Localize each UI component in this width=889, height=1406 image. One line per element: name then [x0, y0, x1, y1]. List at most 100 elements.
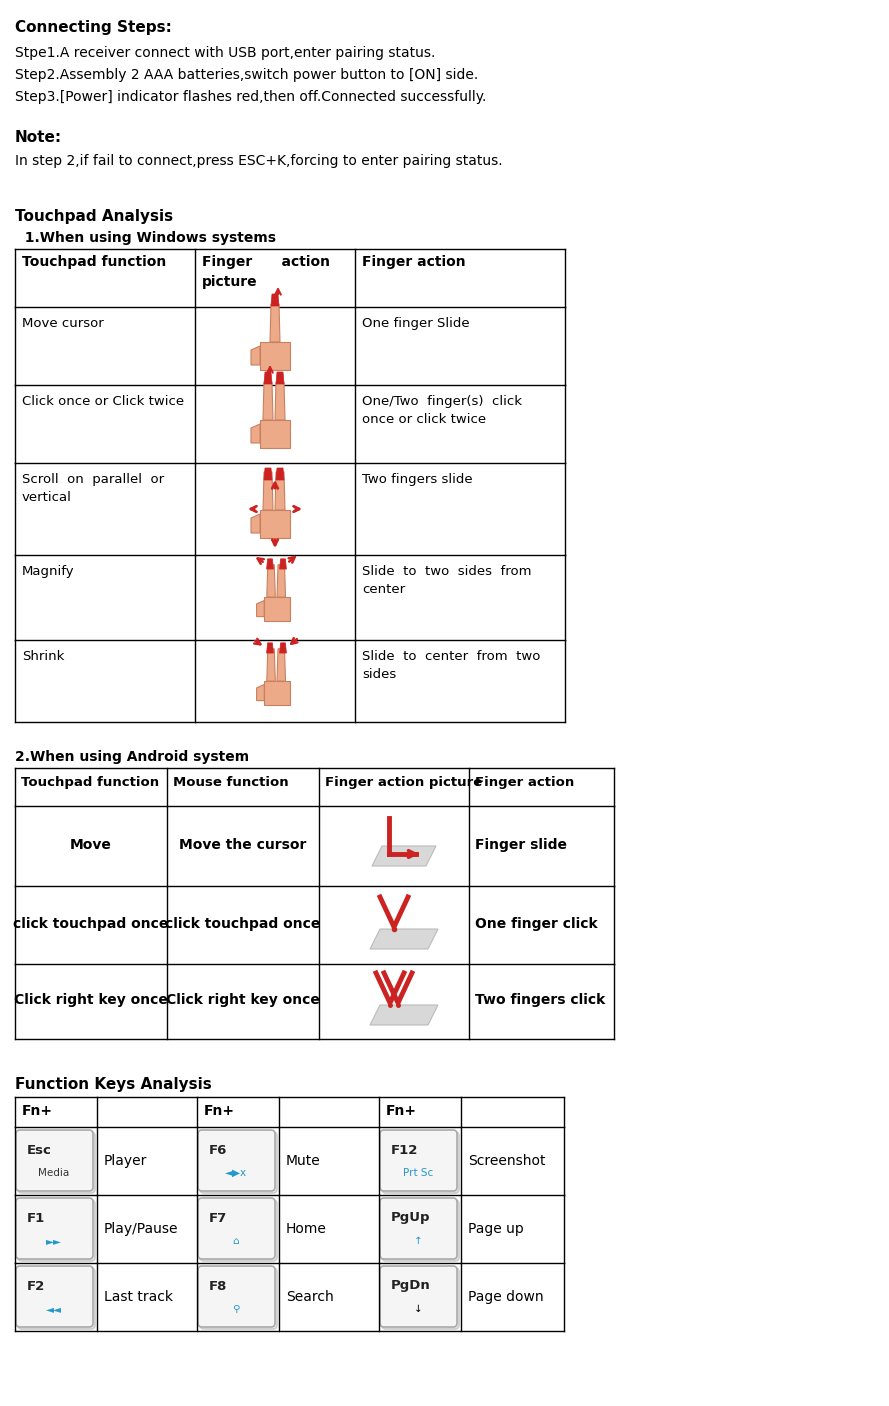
FancyBboxPatch shape — [198, 1198, 275, 1258]
Polygon shape — [260, 342, 290, 370]
Text: Page down: Page down — [468, 1289, 544, 1303]
Text: Finger action: Finger action — [475, 776, 574, 789]
FancyBboxPatch shape — [382, 1199, 459, 1261]
Text: Page up: Page up — [468, 1222, 524, 1236]
Text: Fn+: Fn+ — [204, 1104, 235, 1118]
Text: Search: Search — [286, 1289, 333, 1303]
Text: F1: F1 — [27, 1212, 45, 1225]
FancyBboxPatch shape — [380, 1130, 457, 1191]
Text: F6: F6 — [209, 1143, 228, 1157]
Text: Finger      action: Finger action — [202, 254, 330, 269]
Text: Function Keys Analysis: Function Keys Analysis — [15, 1077, 212, 1092]
Polygon shape — [280, 643, 286, 652]
Polygon shape — [372, 846, 436, 866]
Polygon shape — [264, 598, 290, 621]
Text: ↓: ↓ — [413, 1303, 422, 1315]
Text: One finger Slide: One finger Slide — [362, 316, 469, 330]
Text: Fn+: Fn+ — [386, 1104, 417, 1118]
Text: F7: F7 — [209, 1212, 228, 1225]
Text: ►►: ►► — [46, 1236, 62, 1246]
Text: One finger click: One finger click — [475, 917, 597, 931]
Polygon shape — [267, 565, 276, 598]
Polygon shape — [275, 472, 285, 510]
Text: Move the cursor: Move the cursor — [180, 838, 307, 852]
FancyBboxPatch shape — [200, 1132, 277, 1194]
Text: Connecting Steps:: Connecting Steps: — [15, 20, 172, 35]
Polygon shape — [277, 648, 285, 681]
Text: PgUp: PgUp — [391, 1212, 430, 1225]
Polygon shape — [267, 648, 276, 681]
Text: Step3.[Power] indicator flashes red,then off.Connected successfully.: Step3.[Power] indicator flashes red,then… — [15, 90, 486, 104]
Polygon shape — [267, 643, 274, 652]
Text: 1.When using Windows systems: 1.When using Windows systems — [15, 231, 276, 245]
Text: ◄▶x: ◄▶x — [225, 1168, 247, 1178]
Text: Click right key once: Click right key once — [166, 993, 320, 1007]
Text: Esc: Esc — [27, 1143, 52, 1157]
Text: Mouse function: Mouse function — [173, 776, 289, 789]
FancyBboxPatch shape — [380, 1265, 457, 1327]
Text: One/Two  finger(s)  click: One/Two finger(s) click — [362, 395, 522, 408]
Text: picture: picture — [202, 276, 258, 290]
Text: Slide  to  center  from  two: Slide to center from two — [362, 650, 541, 664]
FancyBboxPatch shape — [380, 1198, 457, 1258]
Polygon shape — [271, 294, 279, 307]
Polygon shape — [276, 373, 284, 384]
Polygon shape — [257, 685, 264, 700]
FancyBboxPatch shape — [198, 1265, 275, 1327]
Text: Magnify: Magnify — [22, 565, 75, 578]
Text: Last track: Last track — [104, 1289, 173, 1303]
Text: Media: Media — [38, 1168, 69, 1178]
Polygon shape — [263, 382, 273, 420]
Text: Mute: Mute — [286, 1154, 321, 1168]
Polygon shape — [264, 681, 290, 704]
Text: F12: F12 — [391, 1143, 419, 1157]
FancyBboxPatch shape — [18, 1132, 95, 1194]
Polygon shape — [277, 565, 285, 598]
Text: Screenshot: Screenshot — [468, 1154, 546, 1168]
FancyBboxPatch shape — [198, 1130, 275, 1191]
Text: Touchpad Analysis: Touchpad Analysis — [15, 209, 173, 224]
Polygon shape — [263, 472, 273, 510]
Polygon shape — [270, 304, 280, 342]
Text: Play/Pause: Play/Pause — [104, 1222, 179, 1236]
FancyBboxPatch shape — [382, 1268, 459, 1329]
FancyBboxPatch shape — [16, 1265, 93, 1327]
Polygon shape — [275, 382, 285, 420]
Text: Click right key once: Click right key once — [14, 993, 168, 1007]
Polygon shape — [264, 468, 272, 479]
Text: vertical: vertical — [22, 491, 72, 503]
Text: PgDn: PgDn — [391, 1279, 431, 1292]
Text: Scroll  on  parallel  or: Scroll on parallel or — [22, 472, 164, 486]
Text: Finger action: Finger action — [362, 254, 466, 269]
Text: ⌂: ⌂ — [233, 1236, 239, 1246]
Text: ⚲: ⚲ — [232, 1303, 240, 1315]
Text: Move: Move — [70, 838, 112, 852]
Text: Touchpad function: Touchpad function — [22, 254, 166, 269]
Text: Two fingers click: Two fingers click — [475, 993, 605, 1007]
FancyBboxPatch shape — [18, 1268, 95, 1329]
Text: In step 2,if fail to connect,press ESC+K,forcing to enter pairing status.: In step 2,if fail to connect,press ESC+K… — [15, 155, 502, 167]
Text: ◄◄: ◄◄ — [46, 1303, 62, 1315]
Polygon shape — [260, 510, 290, 538]
Polygon shape — [257, 600, 264, 617]
Polygon shape — [370, 1005, 438, 1025]
Polygon shape — [251, 515, 260, 533]
Text: F2: F2 — [27, 1279, 45, 1292]
Polygon shape — [251, 346, 260, 366]
Polygon shape — [280, 558, 286, 569]
Text: 2.When using Android system: 2.When using Android system — [15, 749, 249, 763]
Text: Player: Player — [104, 1154, 148, 1168]
Text: Touchpad function: Touchpad function — [21, 776, 159, 789]
Text: Slide  to  two  sides  from: Slide to two sides from — [362, 565, 532, 578]
FancyBboxPatch shape — [16, 1198, 93, 1258]
FancyBboxPatch shape — [200, 1199, 277, 1261]
Text: click touchpad once: click touchpad once — [165, 917, 321, 931]
FancyBboxPatch shape — [382, 1132, 459, 1194]
Text: Shrink: Shrink — [22, 650, 64, 664]
Text: Click once or Click twice: Click once or Click twice — [22, 395, 184, 408]
Polygon shape — [251, 425, 260, 443]
Text: Finger slide: Finger slide — [475, 838, 567, 852]
Text: center: center — [362, 583, 405, 596]
Text: click touchpad once: click touchpad once — [13, 917, 169, 931]
Polygon shape — [260, 420, 290, 449]
